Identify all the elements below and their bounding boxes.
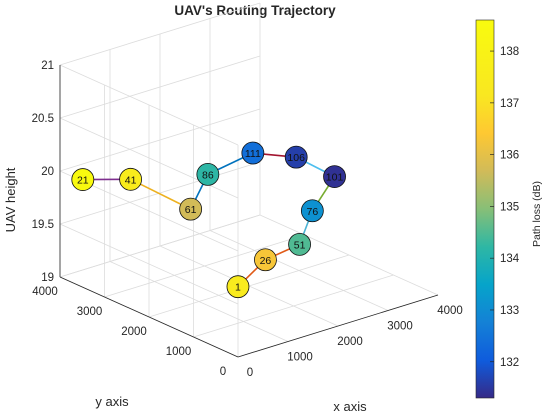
tick-labels: 0 1000 2000 3000 4000 0 1000 2000 3000 4000 19 19.5… bbox=[32, 60, 463, 379]
colorbar: 132 133 134 135 136 137 138 bbox=[475, 19, 520, 399]
trajectory-node: 101 bbox=[323, 165, 346, 189]
grid-line bbox=[59, 64, 239, 146]
colorbar-tick-label: 132 bbox=[500, 357, 519, 369]
grid-line bbox=[59, 161, 261, 225]
trajectory-node: 76 bbox=[300, 199, 324, 223]
node-marker bbox=[196, 162, 220, 186]
node-marker bbox=[241, 141, 265, 165]
chart-title: UAV's Routing Trajectory bbox=[174, 3, 336, 18]
node-label: 1 bbox=[235, 282, 241, 294]
x-axis-line bbox=[237, 294, 439, 358]
x-tick-label: 4000 bbox=[437, 305, 463, 317]
grid-line bbox=[193, 274, 394, 338]
z-tick-label: 20.5 bbox=[32, 113, 54, 125]
x-tick-label: 0 bbox=[247, 367, 253, 379]
node-label: 21 bbox=[77, 175, 89, 187]
colorbar-gradient bbox=[475, 19, 495, 399]
colorbar-label: Path loss (dB) bbox=[531, 181, 543, 247]
node-label: 26 bbox=[260, 255, 272, 267]
trajectory-node: 61 bbox=[179, 197, 203, 221]
y-tick-label: 1000 bbox=[166, 346, 192, 358]
z-tick-label: 19 bbox=[41, 272, 54, 284]
colorbar-tick-label: 134 bbox=[500, 253, 520, 265]
y-tick-label: 2000 bbox=[121, 326, 147, 338]
trajectory-node: 41 bbox=[119, 167, 143, 191]
trajectory-node: 51 bbox=[288, 232, 312, 256]
z-tick-label: 20 bbox=[41, 166, 54, 178]
node-marker bbox=[71, 168, 95, 191]
y-axis-label: y axis bbox=[95, 394, 129, 409]
y-axis-line bbox=[59, 276, 239, 358]
grid-line bbox=[59, 214, 261, 278]
trajectory-nodes: 1 26 51 76 101 106 111 86 61 41 21 bbox=[71, 141, 346, 299]
node-label: 101 bbox=[326, 172, 344, 184]
node-label: 86 bbox=[202, 169, 214, 181]
axes bbox=[59, 65, 439, 358]
node-marker bbox=[254, 248, 277, 272]
z-tick-label: 19.5 bbox=[32, 219, 54, 231]
colorbar-tick-label: 135 bbox=[500, 201, 519, 213]
x-axis-label: x axis bbox=[333, 399, 367, 414]
node-marker bbox=[323, 165, 346, 189]
y-tick-label: 4000 bbox=[32, 286, 58, 298]
grid-line bbox=[59, 55, 261, 119]
grid-line bbox=[59, 223, 239, 305]
node-marker bbox=[300, 199, 324, 223]
trajectory-node: 111 bbox=[241, 141, 265, 165]
colorbar-tick-label: 137 bbox=[500, 98, 519, 110]
node-marker bbox=[119, 167, 143, 191]
grid-line bbox=[59, 2, 261, 66]
x-tick-label: 2000 bbox=[337, 336, 363, 348]
grid-line bbox=[59, 108, 261, 172]
node-label: 111 bbox=[245, 148, 261, 160]
colorbar-tick-label: 133 bbox=[500, 305, 519, 317]
colorbar-tick-label: 138 bbox=[500, 46, 519, 58]
y-tick-label: 3000 bbox=[77, 306, 103, 318]
node-label: 61 bbox=[185, 204, 197, 216]
node-label: 106 bbox=[287, 152, 305, 164]
z-tick-label: 21 bbox=[41, 60, 54, 72]
trajectory-node: 26 bbox=[254, 248, 277, 272]
trajectory-node: 106 bbox=[284, 145, 308, 169]
trajectory-node: 86 bbox=[196, 162, 220, 186]
node-marker bbox=[226, 275, 250, 299]
node-label: 51 bbox=[294, 239, 306, 251]
grid-line bbox=[104, 234, 305, 298]
x-tick-label: 1000 bbox=[287, 352, 313, 364]
node-label: 41 bbox=[125, 174, 137, 186]
trajectory-node: 1 bbox=[226, 275, 250, 299]
colorbar-tick-label: 136 bbox=[500, 150, 519, 162]
node-marker bbox=[179, 197, 203, 221]
node-marker bbox=[288, 232, 312, 256]
trajectory-node: 21 bbox=[71, 168, 95, 191]
node-label: 76 bbox=[307, 206, 319, 218]
y-tick-label: 0 bbox=[220, 366, 226, 378]
node-marker bbox=[284, 145, 308, 169]
x-tick-label: 3000 bbox=[387, 321, 413, 333]
z-axis-label: UAV height bbox=[3, 167, 18, 232]
